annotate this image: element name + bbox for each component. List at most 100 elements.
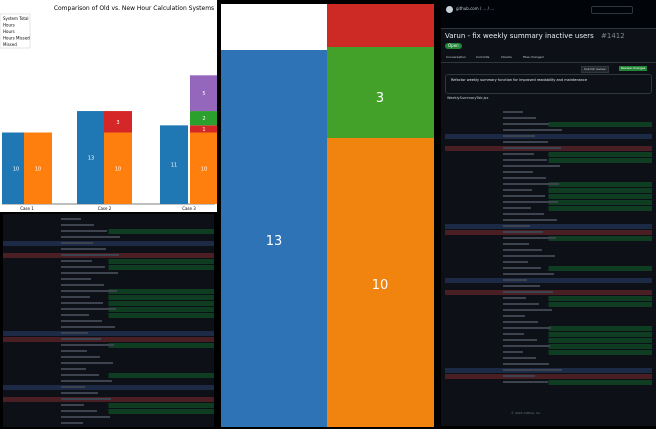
diff-row (445, 260, 652, 265)
bar-blue-case2 (77, 111, 105, 204)
x-tick-case2: Case 2 (98, 206, 112, 211)
diff-row (3, 247, 214, 252)
bar-stack3-case3 (190, 111, 217, 126)
diff-row (3, 331, 214, 336)
code-line (503, 141, 548, 143)
code-line (503, 159, 547, 161)
diff-row (3, 235, 214, 240)
diff-row (445, 314, 652, 319)
diff-row (445, 218, 652, 223)
diff-view-left[interactable] (3, 214, 214, 427)
diff-row (445, 272, 652, 277)
diff-row (445, 296, 652, 301)
code-line (503, 333, 524, 335)
data-label-stack4-case3: 5 (202, 91, 205, 97)
diff-row (3, 385, 214, 390)
code-line (61, 314, 89, 316)
bar-right-red (327, 4, 434, 47)
diff-row (445, 278, 652, 283)
data-label-stack1-case3: 10 (201, 166, 207, 172)
label-left: 13 (266, 234, 283, 249)
diff-row (3, 343, 214, 348)
code-line (503, 327, 551, 329)
bar-stack2-case3 (190, 125, 217, 133)
code-line (503, 363, 549, 365)
code-line (503, 303, 539, 305)
diff-row (445, 380, 652, 385)
diff-row (445, 374, 652, 379)
diff-row (445, 284, 652, 289)
label-right-middle: 3 (376, 91, 384, 106)
legend-entry-2: Hours (3, 29, 15, 34)
code-line (61, 326, 115, 328)
tab-conversation[interactable]: Conversation (446, 55, 466, 59)
data-label-stack3-case3: 2 (202, 116, 205, 122)
stacked-bar-panel: 13 10 3 (221, 4, 434, 427)
diff-row (3, 337, 214, 342)
code-line (61, 332, 88, 334)
bar-stack1-case1 (24, 132, 52, 204)
diff-row (445, 164, 652, 169)
diff-row (3, 295, 214, 300)
code-line (503, 231, 543, 233)
code-line (503, 207, 531, 209)
data-label-stack1-case2: 10 (115, 166, 121, 172)
code-line (503, 201, 558, 203)
diff-row (445, 194, 652, 199)
submit-review-button[interactable]: Submit review (581, 66, 609, 73)
diff-row (445, 200, 652, 205)
diff-row (3, 355, 214, 360)
code-line (503, 171, 533, 173)
bar-right-green (327, 47, 434, 138)
commit-box: Refactor weekly summary function for imp… (445, 74, 652, 94)
code-line (61, 338, 101, 340)
code-line (503, 291, 553, 293)
code-line (503, 237, 556, 239)
repo-header[interactable]: github.com / ... / ... (456, 6, 495, 11)
code-line (503, 243, 529, 245)
chart-title: Comparison of Old vs. New Hour Calculati… (54, 5, 214, 12)
code-line (503, 279, 527, 281)
code-line (503, 321, 538, 323)
code-line (61, 356, 100, 358)
tab-checks[interactable]: Checks (501, 55, 512, 59)
diff-row (445, 308, 652, 313)
code-line (61, 242, 93, 244)
code-line (503, 189, 532, 191)
code-line (503, 177, 546, 179)
bar-stack1-case3 (190, 132, 217, 204)
code-line (61, 308, 116, 310)
legend-entry-4: Missed (3, 42, 17, 47)
tab-commits[interactable]: Commits (476, 55, 490, 59)
file-name[interactable]: WeeklySummaryTab.jsx (447, 96, 489, 100)
code-line (61, 320, 102, 322)
data-label-blue-case3: 11 (171, 163, 177, 169)
code-line (503, 381, 548, 383)
code-line (61, 392, 98, 394)
diff-row (3, 277, 214, 282)
code-line (503, 375, 535, 377)
code-line (61, 380, 112, 382)
code-line (61, 416, 110, 418)
code-line (503, 351, 523, 353)
repo-nav[interactable] (441, 20, 656, 29)
review-changes-button[interactable]: Review changes (619, 66, 648, 71)
code-line (61, 278, 91, 280)
gh-diff-view[interactable] (445, 110, 652, 390)
code-line (61, 296, 90, 298)
diff-row (445, 254, 652, 259)
code-line (61, 218, 81, 220)
diff-row (445, 158, 652, 163)
code-line (61, 386, 85, 388)
pr-title: Varun - fix weekly summary inactive user… (445, 32, 594, 40)
diff-row (445, 134, 652, 139)
diff-row (3, 415, 214, 420)
code-line (61, 398, 111, 400)
github-logo-icon[interactable] (446, 6, 453, 13)
code-line (61, 230, 107, 232)
diff-row (3, 217, 214, 222)
diff-row (445, 320, 652, 325)
tab-files-changed[interactable]: Files changed (523, 55, 544, 59)
search-input[interactable] (591, 6, 633, 14)
